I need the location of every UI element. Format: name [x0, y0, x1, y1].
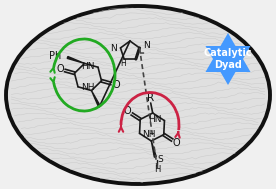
Polygon shape [91, 91, 100, 107]
Text: O: O [112, 80, 120, 90]
Polygon shape [206, 33, 251, 72]
Text: N: N [110, 44, 116, 53]
Text: S: S [157, 156, 163, 164]
Polygon shape [151, 141, 156, 157]
Text: NH: NH [81, 83, 94, 92]
Text: H: H [120, 59, 126, 68]
Text: O: O [124, 106, 131, 116]
Text: O: O [56, 64, 64, 74]
Text: HN: HN [148, 115, 161, 124]
Text: Ph: Ph [49, 51, 62, 61]
Text: =: = [138, 50, 144, 57]
Text: NH: NH [142, 130, 156, 139]
Polygon shape [67, 57, 84, 64]
Text: Catalytic
Dyad: Catalytic Dyad [204, 48, 252, 70]
Text: HN: HN [81, 62, 95, 71]
Text: R: R [147, 93, 154, 103]
Text: H: H [154, 166, 160, 174]
Text: O: O [172, 138, 180, 148]
Text: N: N [144, 41, 150, 50]
Ellipse shape [6, 6, 270, 184]
Polygon shape [206, 46, 251, 85]
